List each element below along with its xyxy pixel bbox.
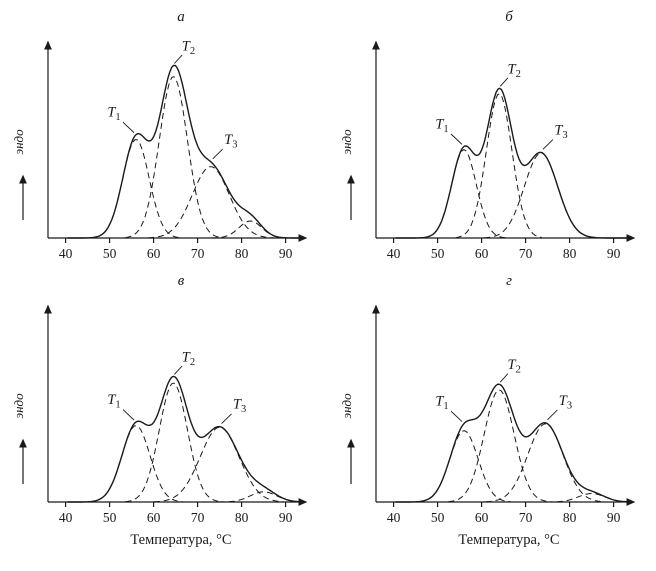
panel-b-label: б bbox=[505, 9, 513, 25]
x-tick-label: 50 bbox=[103, 510, 117, 525]
component-curve-T3 bbox=[147, 166, 274, 239]
component-curve-T1 bbox=[91, 139, 180, 239]
panel-g: г 40 50 60 70 80 90 эндо T1 T2 T3 Температура, °C bbox=[328, 272, 656, 552]
peak-label-leader bbox=[221, 413, 232, 424]
x-tick-label: 90 bbox=[607, 510, 621, 525]
y-axis-label: эндо bbox=[11, 129, 26, 155]
x-tick-label: 80 bbox=[235, 246, 249, 261]
peak-label-T1: T1 bbox=[107, 392, 120, 411]
peak-label-T1: T1 bbox=[107, 105, 120, 124]
peak-label-leader bbox=[450, 133, 463, 145]
peak-label-leader bbox=[547, 409, 558, 421]
x-tick-label: 50 bbox=[431, 246, 445, 261]
component-curve-T1 bbox=[416, 430, 511, 503]
x-tick-label: 60 bbox=[475, 510, 489, 525]
peak-label-T2: T2 bbox=[508, 357, 521, 376]
panel-a-label: а bbox=[177, 9, 185, 25]
x-tick-label: 70 bbox=[519, 246, 533, 261]
peak-label-T3: T3 bbox=[559, 393, 572, 412]
peak-label-T3: T3 bbox=[554, 122, 567, 141]
x-tick-label: 80 bbox=[563, 246, 577, 261]
peak-label-leader bbox=[212, 148, 224, 160]
x-tick-label: 50 bbox=[431, 510, 445, 525]
peak-label-leader bbox=[174, 365, 183, 375]
y-axis-label: эндо bbox=[11, 393, 26, 419]
component-curve-T2 bbox=[448, 389, 550, 503]
panel-g-plot: 40 50 60 70 80 90 эндо T1 T2 T3 bbox=[339, 304, 636, 525]
x-tick-label: 40 bbox=[387, 510, 401, 525]
composite-curve bbox=[67, 64, 301, 239]
x-tick-label: 40 bbox=[59, 246, 73, 261]
component-curve-T1 bbox=[88, 425, 183, 503]
composite-curve bbox=[395, 87, 629, 239]
y-axis-label: эндо bbox=[339, 129, 354, 155]
component-curve-T3 bbox=[484, 152, 597, 239]
x-tick-label: 70 bbox=[519, 510, 533, 525]
x-tick-label: 40 bbox=[59, 510, 73, 525]
peak-label-T3: T3 bbox=[224, 132, 237, 151]
x-tick-label: 60 bbox=[147, 510, 161, 525]
composite-curve bbox=[67, 375, 301, 503]
panel-v-label: в bbox=[177, 273, 185, 289]
panel-b-plot: 40 50 60 70 80 90 эндо T1 T2 T3 bbox=[339, 40, 636, 261]
component-curve-T2 bbox=[125, 382, 221, 503]
peak-label-T2: T2 bbox=[182, 39, 195, 58]
component-curve-minor bbox=[211, 220, 289, 239]
peak-label-T1: T1 bbox=[435, 116, 448, 134]
composite-curve bbox=[395, 383, 629, 503]
component-curve-T1 bbox=[422, 149, 506, 239]
panel-g-label: г bbox=[506, 273, 512, 289]
x-tick-label: 60 bbox=[147, 246, 161, 261]
x-tick-label: 70 bbox=[191, 510, 205, 525]
x-tick-label: 90 bbox=[279, 510, 293, 525]
x-axis-title: Температура, °C bbox=[458, 532, 560, 548]
component-curve-T2 bbox=[125, 76, 221, 238]
component-curve-T3 bbox=[153, 426, 284, 503]
panel-a-plot: 40 50 60 70 80 90 эндо T1 T2 T3 bbox=[11, 39, 308, 261]
x-tick-label: 90 bbox=[279, 246, 293, 261]
peak-label-leader bbox=[499, 77, 509, 87]
x-tick-label: 70 bbox=[191, 246, 205, 261]
y-axis-label: эндо bbox=[339, 393, 354, 419]
panel-a: а 40 50 60 70 80 90 эндо T1 T2 T3 bbox=[0, 8, 328, 266]
peak-label-leader bbox=[542, 139, 554, 150]
x-tick-label: 40 bbox=[387, 246, 401, 261]
x-tick-label: 50 bbox=[103, 246, 117, 261]
x-axis-title: Температура, °C bbox=[130, 532, 232, 548]
panel-v-plot: 40 50 60 70 80 90 эндо T1 T2 T3 bbox=[11, 304, 308, 525]
component-curve-T3 bbox=[485, 423, 605, 503]
peak-label-T2: T2 bbox=[508, 61, 521, 80]
x-tick-label: 80 bbox=[235, 510, 249, 525]
peak-label-leader bbox=[499, 373, 509, 383]
peak-label-leader bbox=[174, 54, 183, 64]
panel-b: б 40 50 60 70 80 90 эндо T1 T2 T3 bbox=[328, 8, 656, 266]
peak-label-T1: T1 bbox=[435, 394, 448, 413]
x-tick-label: 60 bbox=[475, 246, 489, 261]
x-tick-label: 90 bbox=[607, 246, 621, 261]
component-curve-T2 bbox=[455, 93, 542, 239]
peak-label-T2: T2 bbox=[182, 349, 195, 368]
peak-label-leader bbox=[122, 409, 135, 421]
x-tick-label: 80 bbox=[563, 510, 577, 525]
peak-label-leader bbox=[450, 410, 463, 422]
panel-v: в 40 50 60 70 80 90 эндо T1 T2 T3 Температура, °C bbox=[0, 272, 328, 552]
peak-label-T3: T3 bbox=[233, 397, 246, 416]
dsc-thermogram-figure: а 40 50 60 70 80 90 эндо T1 T2 T3 б 40 50 60 70 80 90 э… bbox=[0, 8, 656, 552]
peak-label-leader bbox=[122, 121, 135, 133]
